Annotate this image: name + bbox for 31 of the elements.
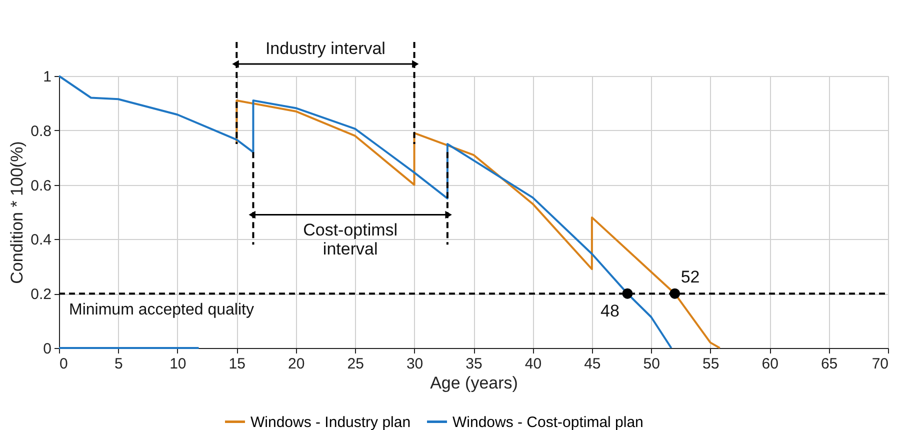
x-tick-label: 5 (114, 356, 123, 372)
legend-label: Windows - Industry plan (250, 414, 411, 430)
annotation: 52 (680, 268, 700, 287)
x-tick-label: 20 (288, 356, 305, 372)
y-tick-label: 0.8 (30, 122, 52, 140)
x-tick-label: 60 (762, 356, 778, 372)
x-tick-label: 15 (228, 356, 246, 372)
ref-line-label: Minimum accepted quality (69, 302, 254, 319)
annotation: 48 (600, 302, 620, 321)
y-tick-label: 0.2 (30, 286, 52, 304)
x-tick-label: 65 (820, 356, 838, 372)
x-axis-title: Age (years) (430, 374, 518, 392)
x-tick-label: 70 (872, 356, 888, 372)
x-tick-label: 10 (170, 356, 186, 372)
y-tick-label: 0.6 (30, 177, 52, 194)
x-tick-label: 45 (584, 356, 601, 372)
y-tick-label: 0 (43, 340, 52, 358)
x-tick-label: 50 (643, 356, 660, 372)
text: Industry interval (265, 39, 386, 58)
y-tick-label: 1 (43, 68, 52, 86)
y-axis-title: Condition * 100(%) (8, 141, 27, 284)
x-tick-label: 55 (702, 356, 720, 372)
legend-label: Windows - Cost-optimal plan (452, 414, 644, 430)
annotation: Cost-optimsl interval (303, 220, 398, 259)
x-tick-label: 35 (466, 356, 482, 372)
x-tick-label: 40 (524, 356, 542, 372)
x-tick-label: 30 (406, 356, 424, 372)
y-tick-label: 0.4 (30, 232, 52, 249)
x-tick-label: 25 (347, 356, 364, 372)
line-series (58, 75, 672, 349)
x-tick-label: 0 (60, 356, 68, 372)
